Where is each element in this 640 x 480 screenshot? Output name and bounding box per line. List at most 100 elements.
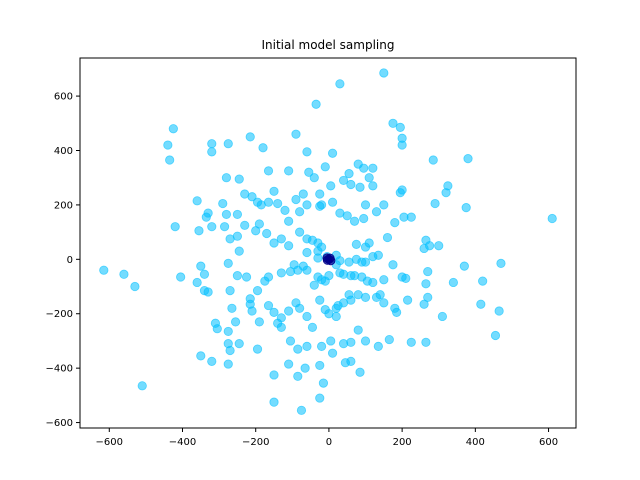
- scatter-point: [99, 265, 109, 275]
- scatter-point: [269, 370, 279, 380]
- scatter-point: [401, 273, 411, 283]
- y-tick-label: 200: [54, 200, 73, 211]
- scatter-point: [315, 295, 325, 305]
- scatter-point: [434, 241, 444, 251]
- scatter-point: [280, 205, 290, 215]
- scatter-point: [163, 140, 173, 150]
- scatter-point: [423, 266, 433, 277]
- scatter-point: [223, 326, 233, 337]
- scatter-point: [234, 339, 244, 349]
- scatter-point: [284, 359, 294, 369]
- scatter-point: [137, 381, 147, 391]
- scatter-point: [360, 336, 371, 346]
- scatter-point: [379, 68, 389, 78]
- scatter-point: [403, 295, 413, 305]
- scatter-point: [437, 311, 447, 322]
- scatter-point: [355, 182, 365, 192]
- scatter-point: [496, 258, 506, 269]
- scatter-point: [300, 363, 310, 373]
- x-tick-label: −600: [96, 437, 123, 448]
- scatter-point: [165, 155, 175, 165]
- y-tick-label: −400: [46, 364, 73, 375]
- scatter-point: [295, 207, 305, 217]
- x-tick-label: 200: [393, 437, 412, 448]
- scatter-point: [203, 208, 213, 218]
- scatter-point: [196, 261, 206, 271]
- scatter-point: [309, 173, 319, 183]
- x-tick-label: −400: [169, 437, 196, 448]
- scatter-point: [276, 234, 286, 244]
- scatter-point: [326, 336, 336, 346]
- scatter-point: [223, 139, 233, 149]
- scatter-point: [263, 300, 274, 311]
- scatter-point: [302, 341, 312, 351]
- scatter-point: [263, 272, 274, 282]
- scatter-point: [331, 311, 341, 322]
- scatter-point: [269, 238, 279, 248]
- scatter-point: [379, 298, 389, 308]
- scatter-point: [395, 188, 405, 198]
- y-tick-label: −600: [46, 418, 73, 429]
- scatter-point: [262, 228, 272, 239]
- scatter-point: [223, 359, 233, 369]
- scatter-point: [313, 253, 323, 263]
- scatter-point: [421, 279, 431, 289]
- scatter-point: [327, 197, 338, 207]
- scatter-point: [315, 360, 325, 371]
- scatter-point: [419, 243, 429, 254]
- scatter-point: [368, 181, 378, 191]
- scatter-point: [276, 322, 286, 332]
- scatter-point: [302, 311, 312, 322]
- scatter-point: [207, 356, 217, 366]
- scatter-point: [360, 200, 371, 210]
- y-tick-label: 0: [67, 255, 73, 266]
- scatter-point: [285, 336, 296, 346]
- scatter-point: [241, 272, 252, 282]
- scatter-point: [284, 241, 294, 251]
- scatter-point: [375, 290, 385, 300]
- scatter-point: [263, 166, 274, 176]
- scatter-point: [346, 295, 356, 305]
- scatter-point: [421, 337, 431, 347]
- scatter-point: [395, 122, 405, 132]
- scatter-point: [194, 226, 204, 236]
- scatter-point: [441, 188, 451, 198]
- scatter-point: [490, 330, 501, 341]
- scatter-point: [234, 174, 244, 184]
- scatter-point: [212, 324, 222, 334]
- scatter-point: [284, 306, 294, 316]
- scatter-point: [338, 175, 349, 186]
- scatter-point: [406, 337, 416, 347]
- scatter-point: [302, 265, 312, 275]
- scatter-point: [207, 139, 217, 149]
- scatter-point: [360, 292, 371, 303]
- scatter-point: [327, 148, 338, 158]
- scatter-point: [232, 271, 243, 281]
- scatter-point: [227, 303, 237, 313]
- scatter-point: [293, 344, 303, 354]
- scatter-point: [461, 203, 471, 213]
- scatter-point: [302, 147, 312, 157]
- scatter-point: [346, 337, 356, 347]
- scatter-point: [353, 325, 363, 335]
- scatter-point: [326, 181, 336, 191]
- scatter-point: [324, 271, 334, 281]
- scatter-point: [379, 200, 389, 210]
- chart-title: Initial model sampling: [261, 38, 394, 52]
- scatter-point: [355, 367, 365, 377]
- scatter-point: [234, 246, 244, 256]
- scatter-point: [304, 167, 314, 177]
- scatter-point: [333, 300, 343, 311]
- scatter-point: [318, 378, 329, 388]
- scatter-point: [302, 247, 312, 258]
- scatter-point: [291, 194, 301, 205]
- scatter-point: [221, 209, 232, 220]
- scatter-point: [199, 269, 210, 279]
- scatter-point: [119, 269, 129, 279]
- scatter-point: [373, 341, 383, 351]
- scatter-point: [388, 260, 398, 270]
- scatter-point: [295, 227, 305, 237]
- scatter-point: [316, 341, 327, 351]
- scatter-point: [463, 154, 473, 164]
- scatter-point: [315, 201, 325, 211]
